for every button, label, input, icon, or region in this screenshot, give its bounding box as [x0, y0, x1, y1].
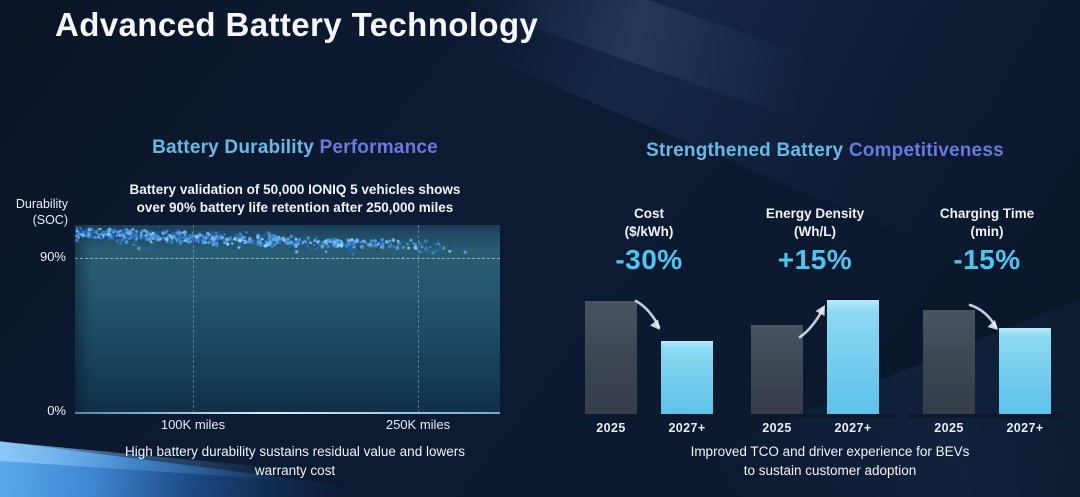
- bar-pair: [902, 290, 1072, 414]
- bars-baseline: [570, 414, 732, 418]
- bar-2027: [827, 300, 879, 414]
- competitiveness-caption-line2: to sustain customer adoption: [743, 462, 917, 478]
- y-axis-label-line1: Durability: [15, 197, 68, 211]
- metric-unit: ($/kWh): [624, 223, 674, 239]
- year-label-2025: 2025: [596, 421, 626, 435]
- metric-label: Cost ($/kWh): [564, 205, 734, 241]
- metric-change-value: +15%: [777, 244, 853, 275]
- metric-change-value: -15%: [953, 244, 1021, 275]
- durability-caption-line1: High battery durability sustains residua…: [125, 444, 465, 459]
- bar-2025: [585, 301, 637, 414]
- bar-2027: [999, 328, 1051, 414]
- metric-label: Energy Density (Wh/L): [730, 205, 900, 241]
- competitiveness-section-heading: Strengthened Battery Competitiveness: [600, 140, 1050, 162]
- y-tick-90: 90%: [39, 249, 66, 264]
- heading-part-cyan: Battery Durability: [152, 137, 315, 158]
- soc-scatter-plot: [75, 225, 500, 414]
- metric-group-cost: Cost ($/kWh) -30% 2025 2027+: [564, 205, 734, 445]
- year-label-2027: 2027+: [1006, 421, 1044, 435]
- durability-caption: High battery durability sustains residua…: [75, 443, 515, 481]
- x-tick-100k-miles: 100K miles: [160, 417, 226, 432]
- page-title: Advanced Battery Technology: [55, 6, 539, 43]
- durability-subtitle-line2: over 90% battery life retention after 25…: [136, 200, 454, 216]
- trend-up-arrow-icon: [798, 305, 825, 339]
- bar-pair: [730, 290, 900, 414]
- bar-2025: [923, 310, 975, 414]
- bars-baseline: [908, 414, 1070, 418]
- bar-2027: [661, 341, 713, 414]
- year-label-2027: 2027+: [668, 421, 706, 435]
- x-tick-250k-miles: 250K miles: [385, 417, 451, 432]
- year-label-2025: 2025: [934, 421, 964, 435]
- bar-pair: [564, 290, 734, 414]
- y-axis-label: Durability (SOC): [0, 196, 68, 229]
- year-label-2025: 2025: [762, 421, 792, 435]
- durability-caption-line2: warranty cost: [254, 462, 336, 478]
- heading-part-purple: Competitiveness: [848, 140, 1004, 161]
- metric-name: Cost: [634, 206, 664, 221]
- trend-down-arrow-icon: [634, 299, 661, 330]
- metric-group-energy-density: Energy Density (Wh/L) +15% 2025 2027+: [730, 205, 900, 445]
- y-axis-label-line2: (SOC): [32, 213, 68, 228]
- bar-2025: [751, 325, 803, 414]
- metric-unit: (Wh/L): [794, 223, 836, 239]
- metric-label: Charging Time (min): [902, 205, 1072, 241]
- durability-subtitle-line1: Battery validation of 50,000 IONIQ 5 veh…: [129, 182, 461, 197]
- gridline-100k-miles: [193, 225, 194, 413]
- trend-down-arrow-icon: [968, 303, 998, 330]
- metric-change-value: -30%: [615, 244, 683, 275]
- year-label-2027: 2027+: [834, 421, 872, 435]
- x-axis-line: [75, 411, 500, 414]
- competitiveness-caption: Improved TCO and driver experience for B…: [610, 443, 1050, 481]
- gridline-250k-miles: [418, 225, 419, 413]
- metric-name: Energy Density: [765, 206, 865, 221]
- reference-line-90-percent: [75, 258, 500, 259]
- metric-name: Charging Time: [939, 206, 1035, 221]
- heading-part-cyan: Strengthened Battery: [646, 140, 844, 161]
- metric-unit: (min): [970, 223, 1004, 239]
- heading-part-purple: Performance: [319, 137, 438, 158]
- competitiveness-caption-line1: Improved TCO and driver experience for B…: [690, 444, 970, 459]
- metric-group-charging-time: Charging Time (min) -15% 2025 2027+: [902, 205, 1072, 445]
- durability-subtitle: Battery validation of 50,000 IONIQ 5 veh…: [75, 181, 515, 217]
- bars-baseline: [736, 414, 898, 418]
- scatter-points: [75, 226, 467, 259]
- durability-section-heading: Battery Durability Performance: [75, 137, 515, 159]
- y-tick-0: 0%: [47, 403, 66, 418]
